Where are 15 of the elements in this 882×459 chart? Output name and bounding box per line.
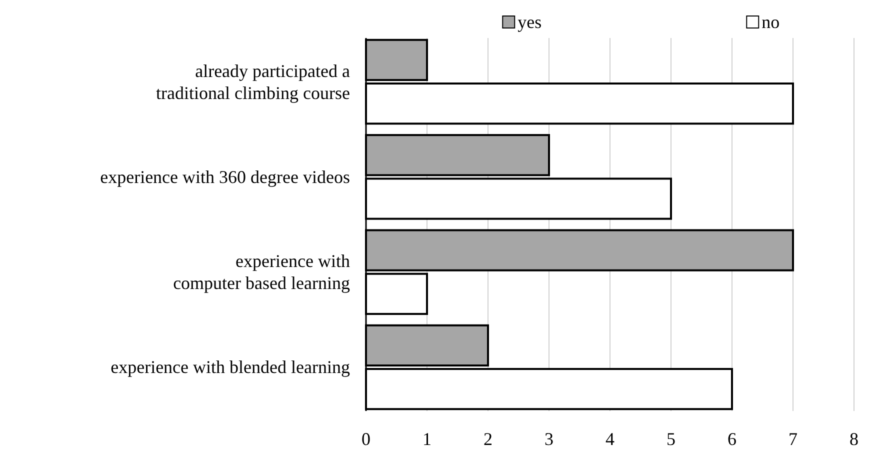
x-tick-label: 6	[728, 429, 736, 449]
x-tick-label: 1	[422, 429, 432, 449]
y-tick-label: experience with 360 degree videos	[100, 166, 350, 187]
legend-label: no	[762, 12, 780, 32]
x-tick-label: 4	[606, 429, 614, 449]
x-tick-label: 0	[362, 429, 370, 449]
x-tick-label: 2	[484, 429, 492, 449]
legend-label: yes	[518, 12, 542, 32]
y-tick-label: already participated a traditional climbing course	[156, 60, 350, 103]
x-tick-label: 5	[666, 429, 676, 449]
x-tick-label: 7	[788, 429, 798, 449]
x-tick-label: 3	[544, 429, 554, 449]
y-tick-label: experience with computer based learning	[173, 251, 350, 294]
x-tick-label: 8	[850, 429, 858, 449]
y-tick-label: experience with blended learning	[110, 357, 350, 378]
